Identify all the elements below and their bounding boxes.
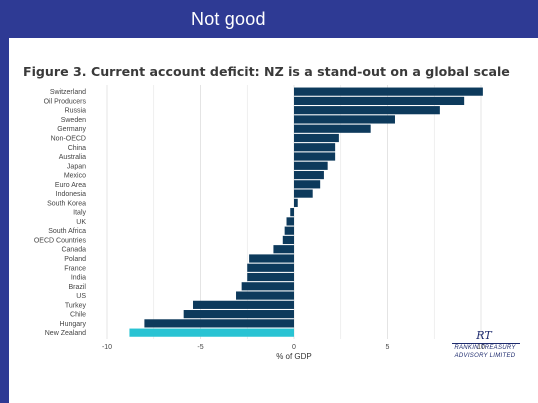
x-tick-label: -5	[197, 344, 203, 351]
bar-oil-producers	[294, 96, 465, 106]
bar-uk	[286, 217, 294, 226]
category-label: US	[76, 293, 86, 300]
x-tick-label: 10	[477, 344, 485, 351]
bar-germany	[294, 124, 371, 133]
category-label: Switzerland	[50, 89, 86, 96]
category-label: Indonesia	[56, 191, 86, 198]
bar-mexico	[294, 170, 324, 180]
bar-us	[236, 291, 294, 300]
logo-mark: RT	[476, 329, 492, 342]
bar-india	[247, 272, 294, 282]
chart-title: Figure 3. Current account deficit: NZ is…	[23, 64, 510, 79]
bar-euro-area	[294, 180, 321, 189]
bar-japan	[294, 161, 328, 170]
category-label: Japan	[67, 163, 86, 170]
bar-oecd-countries	[282, 235, 294, 245]
bar-indonesia	[294, 189, 313, 198]
bar-brazil	[241, 282, 294, 291]
category-label: Poland	[64, 256, 86, 263]
slide-title: Not good	[191, 9, 266, 29]
category-label: Sweden	[61, 117, 86, 124]
category-label: Italy	[73, 210, 86, 217]
slide-header: Not good	[0, 0, 538, 38]
category-label: Russia	[65, 108, 87, 115]
category-label: Euro Area	[55, 182, 86, 189]
category-label: Turkey	[65, 302, 87, 309]
bar-turkey	[193, 300, 294, 309]
x-axis-label: % of GDP	[276, 352, 312, 361]
category-label: Oil Producers	[44, 98, 87, 105]
category-label: China	[68, 145, 86, 152]
bar-poland	[249, 254, 294, 263]
bar-australia	[294, 152, 336, 161]
category-label: Brazil	[68, 284, 86, 291]
bar-switzerland	[294, 87, 483, 96]
bar-chile	[183, 310, 294, 319]
category-label: India	[71, 275, 86, 282]
bar-china	[294, 143, 336, 152]
category-label: Chile	[70, 312, 86, 319]
bar-sweden	[294, 115, 395, 124]
logo-text-line2: ADVISORY LIMITED	[454, 353, 516, 359]
category-label: Germany	[57, 126, 86, 133]
bar-france	[247, 263, 294, 272]
bar-hungary	[144, 319, 294, 328]
category-label: Hungary	[60, 321, 87, 328]
category-label: Australia	[59, 154, 86, 161]
x-tick-label: 5	[386, 344, 390, 351]
logo-divider	[452, 343, 520, 344]
category-label: UK	[76, 219, 86, 226]
category-label: France	[64, 265, 86, 272]
bar-russia	[294, 106, 440, 115]
bar-canada	[273, 245, 294, 254]
category-label: Mexico	[64, 173, 86, 180]
bar-south-africa	[284, 226, 294, 235]
category-label: OECD Countries	[34, 237, 87, 244]
category-label: Canada	[61, 247, 86, 254]
bar-italy	[290, 208, 294, 217]
x-tick-label: 0	[292, 344, 296, 351]
category-label: South Africa	[48, 228, 86, 235]
logo-text-line1: RANKIN TREASURY	[454, 345, 516, 351]
category-label: New Zealand	[45, 330, 86, 337]
category-label: Non-OECD	[51, 135, 86, 142]
bar-non-oecd	[294, 133, 339, 143]
bar-new-zealand	[129, 328, 294, 337]
category-label: South Korea	[47, 200, 86, 207]
x-tick-label: -10	[102, 344, 112, 351]
bar-south-korea	[294, 198, 298, 207]
